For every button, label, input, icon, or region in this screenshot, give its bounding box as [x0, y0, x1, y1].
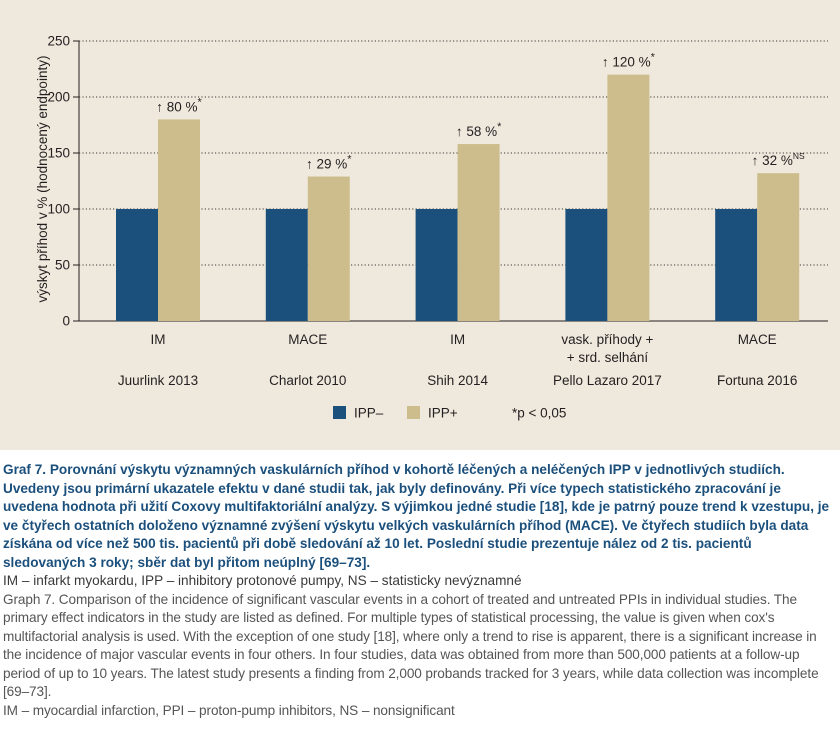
figure-caption: Graf 7. Porovnání výskytu významných vas… — [3, 461, 837, 720]
legend-label-ipp-plus: IPP+ — [428, 406, 458, 421]
x-endpoint-label: vask. příhody + — [561, 332, 653, 347]
caption-english: Graph 7. Comparison of the incidence of … — [3, 591, 819, 700]
legend: IPP– IPP+ *p < 0,05 — [333, 406, 566, 421]
y-tick-label: 0 — [62, 314, 70, 329]
bar-ipp-minus — [415, 209, 458, 321]
x-endpoint-label: IM — [151, 332, 166, 347]
bar-ipp-minus — [715, 209, 758, 321]
data-label: ↑ 80 %* — [156, 96, 202, 114]
x-study-label: Pello Lazaro 2017 — [553, 373, 662, 388]
y-tick-label: 100 — [47, 202, 70, 217]
bar-ipp-plus — [757, 173, 800, 321]
x-study-label: Shih 2014 — [427, 373, 488, 388]
data-label: ↑ 29 %* — [306, 154, 352, 172]
x-study-label: Charlot 2010 — [269, 373, 346, 388]
legend-note: *p < 0,05 — [512, 406, 566, 421]
bar-ipp-minus — [565, 209, 608, 321]
bar-ipp-plus — [607, 74, 650, 321]
axis-layer: 0 50 100 150 200 250 výskyt příhod v % (hodnoc… — [35, 34, 828, 329]
data-label: ↑ 58 %* — [456, 121, 502, 139]
bar-ipp-plus — [158, 119, 200, 322]
legend-label-ipp-minus: IPP– — [354, 406, 384, 421]
label-layer: ↑ 80 %* IM Juurlink 2013 ↑ 29 %* MACE Charlot… — [118, 52, 805, 388]
caption-abbreviations-czech: IM – infarkt myokardu, IPP – inhibitory … — [3, 573, 522, 588]
y-axis-title: výskyt příhod v % (hodnocený endpointy) — [35, 56, 50, 303]
data-label: ↑ 120 %* — [602, 52, 656, 70]
caption-abbreviations-english: IM – myocardial infarction, PPI – proton… — [3, 702, 455, 718]
data-label: ↑ 32 %NS — [752, 151, 805, 168]
x-endpoint-label: MACE — [738, 332, 777, 347]
x-endpoint-label: IM — [450, 332, 465, 347]
legend-swatch-ipp-plus — [407, 406, 420, 419]
y-tick-label: 150 — [47, 146, 70, 161]
bar-ipp-minus — [265, 209, 308, 321]
bar-ipp-minus — [116, 209, 158, 321]
y-tick-label: 250 — [47, 34, 70, 49]
x-study-label: Fortuna 2016 — [717, 373, 797, 388]
x-endpoint-label: MACE — [288, 332, 327, 347]
x-study-label: Juurlink 2013 — [118, 373, 198, 388]
y-tick-label: 200 — [47, 90, 70, 105]
y-tick-label: 50 — [55, 258, 70, 273]
bar-ipp-plus — [457, 144, 500, 321]
bar-ipp-plus — [307, 176, 350, 321]
legend-swatch-ipp-minus — [333, 406, 346, 419]
bar-chart: 0 50 100 150 200 250 výskyt příhod v % (hodnoc… — [35, 34, 828, 421]
x-endpoint-label: + srd. selhání — [567, 350, 649, 365]
figure-panel: 0 50 100 150 200 250 výskyt příhod v % (hodnoc… — [0, 0, 840, 450]
bar-layer — [116, 74, 800, 322]
caption-czech-bold: Graf 7. Porovnání výskytu významných vas… — [3, 462, 830, 570]
